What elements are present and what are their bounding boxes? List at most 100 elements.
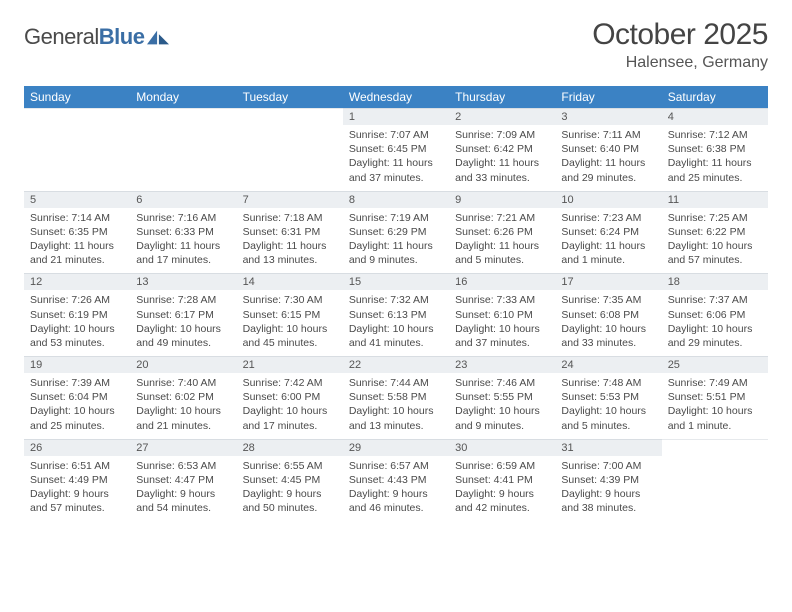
week-4-daynums: 262728293031 bbox=[24, 439, 768, 456]
daylight-line: Daylight: 11 hours and 13 minutes. bbox=[243, 239, 337, 267]
daynum-26: 26 bbox=[24, 439, 130, 456]
daylight-line: Daylight: 10 hours and 21 minutes. bbox=[136, 404, 230, 432]
daynum-5: 5 bbox=[24, 191, 130, 208]
daylight-line: Daylight: 10 hours and 33 minutes. bbox=[561, 322, 655, 350]
dayinfo-6: Sunrise: 7:16 AMSunset: 6:33 PMDaylight:… bbox=[130, 208, 236, 274]
daynum-28: 28 bbox=[237, 439, 343, 456]
sunrise-line: Sunrise: 7:30 AM bbox=[243, 293, 337, 307]
calendar-table: SundayMondayTuesdayWednesdayThursdayFrid… bbox=[24, 86, 768, 522]
sunset-line: Sunset: 6:06 PM bbox=[668, 308, 762, 322]
sunset-line: Sunset: 5:53 PM bbox=[561, 390, 655, 404]
title-block: October 2025 Halensee, Germany bbox=[592, 18, 768, 72]
dayinfo-3: Sunrise: 7:11 AMSunset: 6:40 PMDaylight:… bbox=[555, 125, 661, 191]
week-3-info: Sunrise: 7:39 AMSunset: 6:04 PM Daylight:… bbox=[24, 373, 768, 439]
dayinfo-27: Sunrise: 6:53 AMSunset: 4:47 PMDaylight:… bbox=[130, 456, 236, 522]
dayinfo-blank bbox=[237, 125, 343, 191]
dayinfo-2: Sunrise: 7:09 AMSunset: 6:42 PMDaylight:… bbox=[449, 125, 555, 191]
dayinfo-24: Sunrise: 7:48 AMSunset: 5:53 PMDaylight:… bbox=[555, 373, 661, 439]
location-label: Halensee, Germany bbox=[592, 54, 768, 72]
dayinfo-20: Sunrise: 7:40 AMSunset: 6:02 PMDaylight:… bbox=[130, 373, 236, 439]
daynum-22: 22 bbox=[343, 357, 449, 374]
sunrise-line: Sunrise: 7:00 AM bbox=[561, 459, 655, 473]
daylight-line: Daylight: 11 hours and 17 minutes. bbox=[136, 239, 230, 267]
sunrise-line: Sunrise: 7:07 AM bbox=[349, 128, 443, 142]
weekday-monday: Monday bbox=[130, 86, 236, 109]
sunset-line: Sunset: 4:47 PM bbox=[136, 473, 230, 487]
brand-part2: Blue bbox=[99, 24, 145, 49]
dayinfo-1: Sunrise: 7:07 AMSunset: 6:45 PMDaylight:… bbox=[343, 125, 449, 191]
dayinfo-7: Sunrise: 7:18 AMSunset: 6:31 PMDaylight:… bbox=[237, 208, 343, 274]
daynum-17: 17 bbox=[555, 274, 661, 291]
week-0-daynums: 1234 bbox=[24, 109, 768, 126]
dayinfo-4: Sunrise: 7:12 AMSunset: 6:38 PMDaylight:… bbox=[662, 125, 768, 191]
calendar-body: 1234Sunrise: 7:07 AMSunset: 6:45 PMDayli… bbox=[24, 109, 768, 522]
sunrise-line: Sunrise: 7:39 AM bbox=[30, 376, 124, 390]
dayinfo-16: Sunrise: 7:33 AMSunset: 6:10 PMDaylight:… bbox=[449, 290, 555, 356]
sunset-line: Sunset: 6:04 PM bbox=[30, 390, 124, 404]
daynum-6: 6 bbox=[130, 191, 236, 208]
daylight-line: Daylight: 10 hours and 37 minutes. bbox=[455, 322, 549, 350]
daylight-line: Daylight: 10 hours and 41 minutes. bbox=[349, 322, 443, 350]
daynum-15: 15 bbox=[343, 274, 449, 291]
dayinfo-blank bbox=[24, 125, 130, 191]
dayinfo-15: Sunrise: 7:32 AMSunset: 6:13 PMDaylight:… bbox=[343, 290, 449, 356]
sunrise-line: Sunrise: 7:26 AM bbox=[30, 293, 124, 307]
dayinfo-12: Sunrise: 7:26 AMSunset: 6:19 PMDaylight:… bbox=[24, 290, 130, 356]
daylight-line: Daylight: 10 hours and 53 minutes. bbox=[30, 322, 124, 350]
daylight-line: Daylight: 11 hours and 29 minutes. bbox=[561, 156, 655, 184]
sunrise-line: Sunrise: 7:33 AM bbox=[455, 293, 549, 307]
weekday-tuesday: Tuesday bbox=[237, 86, 343, 109]
dayinfo-26: Sunrise: 6:51 AMSunset: 4:49 PMDaylight:… bbox=[24, 456, 130, 522]
sunrise-line: Sunrise: 6:55 AM bbox=[243, 459, 337, 473]
sunrise-line: Sunrise: 7:49 AM bbox=[668, 376, 762, 390]
sunrise-line: Sunrise: 7:46 AM bbox=[455, 376, 549, 390]
dayinfo-31: Sunrise: 7:00 AMSunset: 4:39 PMDaylight:… bbox=[555, 456, 661, 522]
daylight-line: Daylight: 10 hours and 13 minutes. bbox=[349, 404, 443, 432]
daynum-20: 20 bbox=[130, 357, 236, 374]
dayinfo-21: Sunrise: 7:42 AMSunset: 6:00 PMDaylight:… bbox=[237, 373, 343, 439]
dayinfo-8: Sunrise: 7:19 AMSunset: 6:29 PMDaylight:… bbox=[343, 208, 449, 274]
daynum-10: 10 bbox=[555, 191, 661, 208]
sunset-line: Sunset: 6:08 PM bbox=[561, 308, 655, 322]
daynum-30: 30 bbox=[449, 439, 555, 456]
daylight-line: Daylight: 10 hours and 9 minutes. bbox=[455, 404, 549, 432]
brand-logo: GeneralBlue bbox=[24, 24, 169, 50]
dayinfo-25: Sunrise: 7:49 AMSunset: 5:51 PMDaylight:… bbox=[662, 373, 768, 439]
sunset-line: Sunset: 4:43 PM bbox=[349, 473, 443, 487]
weekday-sunday: Sunday bbox=[24, 86, 130, 109]
dayinfo-14: Sunrise: 7:30 AMSunset: 6:15 PMDaylight:… bbox=[237, 290, 343, 356]
daylight-line: Daylight: 9 hours and 46 minutes. bbox=[349, 487, 443, 515]
sunrise-line: Sunrise: 7:42 AM bbox=[243, 376, 337, 390]
sunrise-line: Sunrise: 7:21 AM bbox=[455, 211, 549, 225]
sunrise-line: Sunrise: 7:25 AM bbox=[668, 211, 762, 225]
sunset-line: Sunset: 5:58 PM bbox=[349, 390, 443, 404]
daylight-line: Daylight: 9 hours and 38 minutes. bbox=[561, 487, 655, 515]
brand-part1: General bbox=[24, 24, 99, 49]
week-1-daynums: 567891011 bbox=[24, 191, 768, 208]
week-2-info: Sunrise: 7:26 AMSunset: 6:19 PMDaylight:… bbox=[24, 290, 768, 356]
dayinfo-22: Sunrise: 7:44 AMSunset: 5:58 PMDaylight:… bbox=[343, 373, 449, 439]
sunrise-line: Sunrise: 7:37 AM bbox=[668, 293, 762, 307]
sunset-line: Sunset: 6:35 PM bbox=[30, 225, 124, 239]
sunset-line: Sunset: 4:39 PM bbox=[561, 473, 655, 487]
daynum-12: 12 bbox=[24, 274, 130, 291]
sunrise-line: Sunrise: 7:35 AM bbox=[561, 293, 655, 307]
sunrise-line: Sunrise: 6:51 AM bbox=[30, 459, 124, 473]
sunset-line: Sunset: 4:41 PM bbox=[455, 473, 549, 487]
dayinfo-13: Sunrise: 7:28 AMSunset: 6:17 PMDaylight:… bbox=[130, 290, 236, 356]
sunset-line: Sunset: 6:33 PM bbox=[136, 225, 230, 239]
daylight-line: Daylight: 10 hours and 1 minute. bbox=[668, 404, 762, 432]
sunset-line: Sunset: 6:15 PM bbox=[243, 308, 337, 322]
daylight-line: Daylight: 10 hours and 29 minutes. bbox=[668, 322, 762, 350]
dayinfo-17: Sunrise: 7:35 AMSunset: 6:08 PMDaylight:… bbox=[555, 290, 661, 356]
daynum-blank bbox=[24, 109, 130, 126]
dayinfo-29: Sunrise: 6:57 AMSunset: 4:43 PMDaylight:… bbox=[343, 456, 449, 522]
brand-name: GeneralBlue bbox=[24, 24, 144, 50]
sunset-line: Sunset: 6:17 PM bbox=[136, 308, 230, 322]
daynum-31: 31 bbox=[555, 439, 661, 456]
daynum-23: 23 bbox=[449, 357, 555, 374]
dayinfo-28: Sunrise: 6:55 AMSunset: 4:45 PMDaylight:… bbox=[237, 456, 343, 522]
daynum-3: 3 bbox=[555, 109, 661, 126]
sunset-line: Sunset: 6:29 PM bbox=[349, 225, 443, 239]
sunrise-line: Sunrise: 7:48 AM bbox=[561, 376, 655, 390]
